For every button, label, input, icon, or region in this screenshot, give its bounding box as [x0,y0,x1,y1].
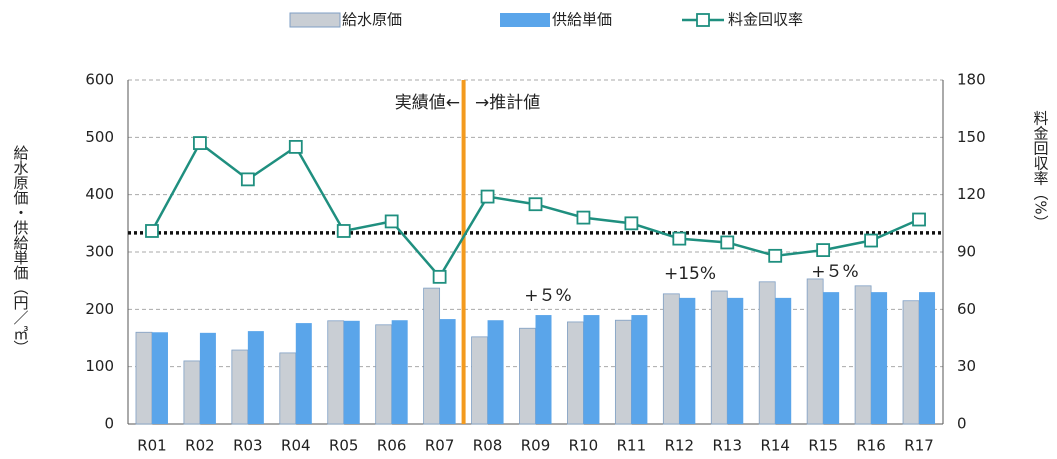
bar [567,321,584,425]
y-tick-label: 200 [85,300,114,318]
y-tick-label: 0 [104,415,114,433]
y2-tick-label: 30 [957,357,976,375]
line-marker [145,224,159,238]
legend-swatch [500,13,550,27]
y2-tick-label: 180 [957,71,986,89]
bar [758,281,776,425]
bar [391,320,408,424]
x-tick-label: R07 [425,437,455,455]
line-marker [480,189,495,204]
y2-tick-label: 120 [957,185,986,203]
line-marker [768,248,783,263]
x-tick-label: R15 [808,437,838,455]
y2-tick-label: 90 [957,243,976,261]
y2-tick-label: 60 [957,300,976,318]
bar [614,319,632,425]
bar [902,300,920,425]
x-tick-label: R13 [713,437,743,455]
legend-label: 料金回収率 [728,11,803,29]
bar [919,292,936,424]
bar [295,323,312,424]
bar [679,297,696,424]
line-marker [672,231,687,246]
annotation: +15% [664,264,716,284]
bar [151,332,168,424]
bar [247,331,264,424]
x-tick-label: R11 [617,437,647,455]
line-marker [384,214,399,229]
annotation: →推計値 [475,93,540,113]
y2-tick-label: 0 [957,415,967,433]
bar [823,292,840,424]
line-marker [624,216,639,231]
annotation: +５% [811,262,858,282]
bar [231,349,249,425]
y-tick-label: 300 [85,243,114,261]
x-tick-label: R03 [233,437,263,455]
bar [183,360,201,425]
bar [343,320,360,424]
line-marker [193,136,207,150]
bar [519,327,536,425]
bar [806,278,824,425]
bar [375,324,393,425]
line-marker [240,172,255,187]
x-tick-label: R10 [569,437,599,455]
bar [775,297,792,424]
line-marker [432,269,447,284]
bar [727,297,744,424]
bar [327,320,345,425]
annotation: 実績値← [395,93,460,113]
bar [199,332,216,424]
line-marker [288,139,303,154]
line-marker [720,235,735,250]
x-tick-label: R08 [473,437,503,455]
line-marker [336,224,351,238]
y-axis-title: 給水原価・供給単価（円／㎥） [12,145,30,355]
line-marker [912,212,926,227]
bar [135,331,153,425]
bar [487,320,504,424]
bar [871,292,888,424]
y2-tick-label: 150 [957,128,986,146]
line-marker [528,197,543,212]
x-tick-label: R05 [329,437,359,455]
x-tick-label: R01 [137,437,167,455]
bar [471,336,488,425]
x-tick-label: R09 [521,437,551,455]
y-tick-label: 100 [85,357,114,375]
legend-swatch [696,13,710,27]
x-tick-label: R02 [185,437,215,455]
bar [854,285,872,425]
line-marker [864,233,878,248]
y-tick-label: 400 [85,185,114,203]
line-marker [816,243,831,257]
x-tick-label: R12 [665,437,695,455]
bar [535,315,552,424]
y-tick-label: 500 [85,128,114,146]
legend-swatch [289,12,341,28]
x-tick-label: R16 [856,437,886,455]
x-tick-label: R14 [760,437,790,455]
x-tick-label: R04 [281,437,311,455]
line-marker [576,210,591,225]
bar [662,293,680,425]
legend-label: 給水原価 [342,11,402,29]
bar [710,290,728,425]
x-tick-label: R06 [377,437,407,455]
y2-axis-title: 料金回収率（%） [1032,110,1050,229]
x-tick-label: R17 [904,437,934,455]
bar [583,315,600,424]
bar [423,287,441,425]
legend-label: 供給単価 [552,11,612,29]
annotation: +５% [524,286,571,306]
bar [631,315,648,424]
y-tick-label: 600 [85,71,114,89]
bar [439,319,456,424]
bar [279,352,297,425]
